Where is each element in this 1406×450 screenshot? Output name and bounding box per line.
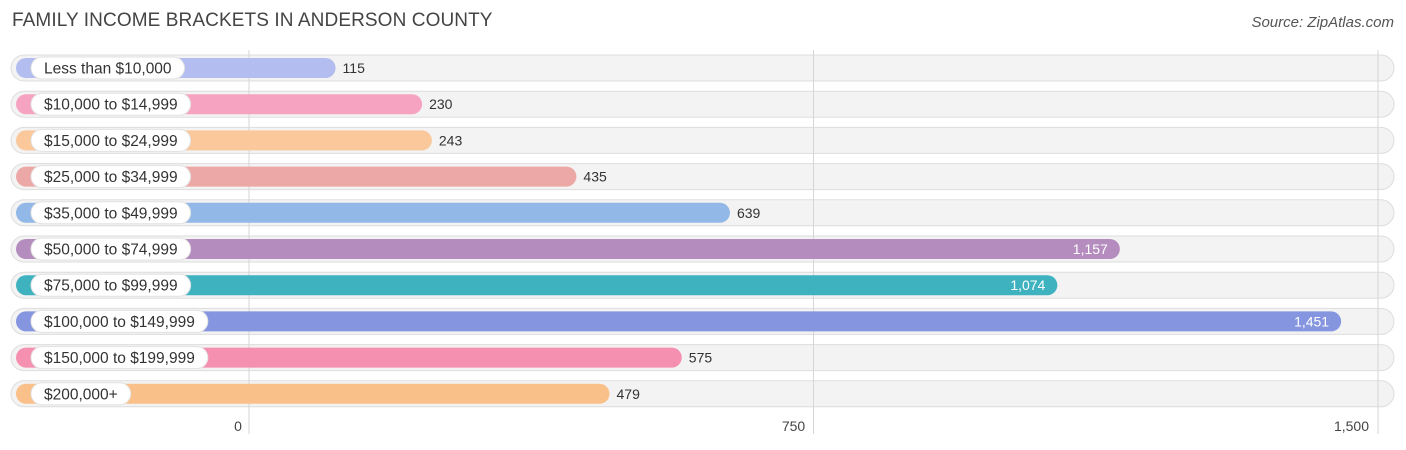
category-label: $50,000 to $74,999: [44, 242, 178, 259]
bar: [16, 275, 1058, 296]
category-pill: [30, 165, 192, 189]
category-label: $10,000 to $14,999: [44, 97, 178, 114]
x-tick-label: 0: [234, 418, 242, 434]
value-label: 230: [429, 96, 453, 112]
value-label: 1,157: [1073, 241, 1108, 257]
bar: [16, 239, 1120, 259]
value-label: 1,451: [1294, 313, 1329, 329]
category-label: $100,000 to $149,999: [44, 314, 195, 331]
category-label: $75,000 to $99,999: [44, 278, 178, 295]
category-pill: [30, 56, 186, 80]
category-pill: [30, 309, 209, 333]
bar: [16, 202, 730, 223]
bar: [16, 383, 610, 404]
chart-title: FAMILY INCOME BRACKETS IN ANDERSON COUNT…: [12, 10, 493, 31]
x-tick-label: 1,500: [1334, 418, 1369, 434]
bar: [16, 311, 1342, 332]
category-label: $35,000 to $49,999: [44, 205, 178, 222]
category-pill: [30, 273, 192, 297]
category-label: $150,000 to $199,999: [44, 350, 195, 367]
x-tick-label: 750: [782, 418, 806, 434]
value-label: 435: [583, 169, 607, 185]
category-label: Less than $10,000: [44, 61, 172, 78]
category-pill: [30, 128, 192, 152]
category-label: $200,000+: [44, 386, 118, 403]
row-background: [10, 54, 1395, 82]
source-credit: Source: ZipAtlas.com: [1251, 14, 1394, 31]
value-label: 639: [737, 205, 761, 221]
category-pill: [30, 382, 132, 406]
category-label: $25,000 to $34,999: [44, 169, 178, 186]
category-pill: [30, 201, 192, 225]
category-label: $15,000 to $24,999: [44, 133, 178, 150]
category-pill: [30, 237, 192, 261]
value-label: 243: [439, 132, 463, 148]
value-label: 479: [617, 386, 641, 402]
category-pill: [30, 346, 209, 370]
value-label: 575: [689, 350, 713, 366]
value-label: 115: [343, 60, 366, 76]
value-label: 1,074: [1010, 277, 1045, 293]
category-pill: [30, 92, 192, 116]
